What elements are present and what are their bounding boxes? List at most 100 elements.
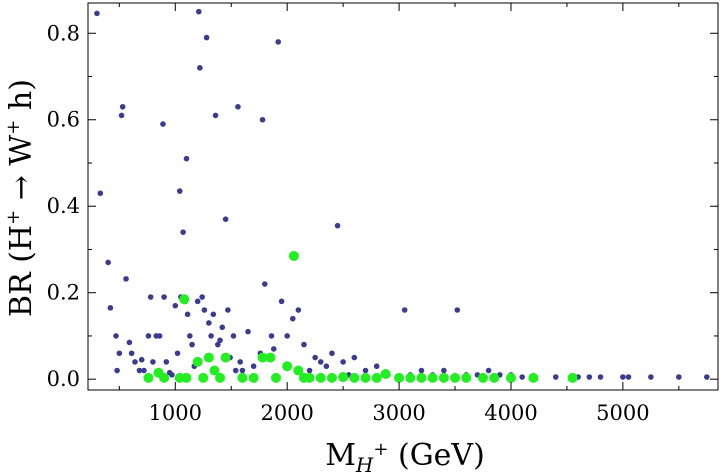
data-point-blue [94,10,100,17]
data-point-blue [262,281,268,287]
data-point-green [248,372,259,383]
plot-frame [87,2,719,391]
data-point-blue [245,328,251,335]
data-point-blue [150,359,156,365]
data-point-blue [625,374,632,380]
data-point-blue [197,65,203,71]
x-axis-ticks: 1000 2000 3000 4000 5000 [118,3,680,425]
data-point-blue [239,367,246,374]
data-point-green [427,372,438,383]
data-point-blue [454,307,461,313]
data-point-blue [187,333,193,339]
data-point-blue [295,307,302,313]
data-point-blue [206,320,212,326]
data-point-green [315,372,326,383]
data-point-blue [275,39,282,45]
data-point-blue [235,103,241,110]
data-point-blue [161,294,167,300]
data-point-blue [203,34,210,41]
data-point-blue [278,298,285,305]
data-point-blue [195,8,202,15]
data-point-green [282,361,293,372]
data-point-green [192,356,203,367]
data-point-green [288,250,299,261]
data-point-blue [401,307,408,313]
data-point-blue [219,324,226,331]
y-axis-label: BR (H+ → W+ h) [3,79,39,317]
data-point-blue [160,121,166,127]
y-axis-ticks: 0.0 0.2 0.4 0.6 0.8 [47,21,718,391]
data-point-blue [116,350,123,357]
data-point-green [215,372,226,383]
data-point-blue [373,363,380,370]
x-tick-label: 4000 [484,401,537,425]
data-point-green [181,372,192,383]
data-point-blue [172,302,179,309]
data-point-blue [199,294,205,300]
data-point-blue [180,229,186,235]
data-point-blue [225,307,231,313]
data-point-blue [145,333,152,339]
data-point-blue [362,367,369,374]
data-point-blue [126,339,133,346]
data-point-blue [301,341,307,348]
data-point-green [293,365,304,376]
data-point-blue [156,333,163,339]
data-point-blue [138,356,145,363]
data-point-green [371,372,382,383]
data-point-blue [250,363,257,370]
data-point-blue [113,333,119,339]
data-point-blue [552,374,559,380]
data-point-blue [215,341,221,348]
data-point-blue [183,155,190,162]
data-point-green [143,372,154,383]
data-point-blue [441,367,447,374]
data-point-green [265,352,276,363]
data-point-blue [586,374,593,380]
data-point-green [461,372,472,383]
data-point-blue [123,276,129,282]
data-point-blue [676,374,682,380]
data-point-blue [351,354,358,361]
data-point-blue [107,305,114,311]
data-point-blue [136,367,143,374]
data-point-blue [105,259,111,266]
y-tick-label: 0.4 [47,194,80,218]
data-point-blue [284,333,290,339]
data-point-blue [210,311,217,318]
data-point-green [380,369,391,380]
data-point-green [179,294,190,305]
data-point-blue [329,350,335,357]
data-point-blue [312,354,318,361]
data-point-blue [597,374,604,380]
data-point-blue [317,359,324,365]
data-point-blue [147,294,154,300]
data-point-green [489,372,500,383]
x-tick-label: 5000 [596,401,649,425]
data-point-blue [334,222,341,229]
data-point-green [326,372,337,383]
x-tick-label: 2000 [260,401,313,425]
data-point-green [528,372,539,383]
data-point-blue [114,367,120,374]
data-point-green [438,372,449,383]
data-point-blue [268,333,275,339]
data-point-green [220,352,231,363]
data-point-blue [184,311,191,318]
data-point-blue [163,359,170,365]
blue-series [94,8,710,380]
green-series [143,250,578,383]
data-point-blue [217,337,223,344]
data-point-green [478,372,489,383]
data-point-blue [259,116,266,123]
data-point-blue [201,307,208,313]
data-point-green [360,372,371,383]
data-point-blue [418,367,425,374]
data-point-blue [222,216,229,223]
data-point-green [567,372,578,383]
data-point-green [270,372,281,383]
x-axis-label: MH+ (GeV) [325,438,485,474]
data-point-blue [189,341,195,348]
data-point-blue [97,190,104,197]
y-tick-label: 0.0 [47,367,80,391]
